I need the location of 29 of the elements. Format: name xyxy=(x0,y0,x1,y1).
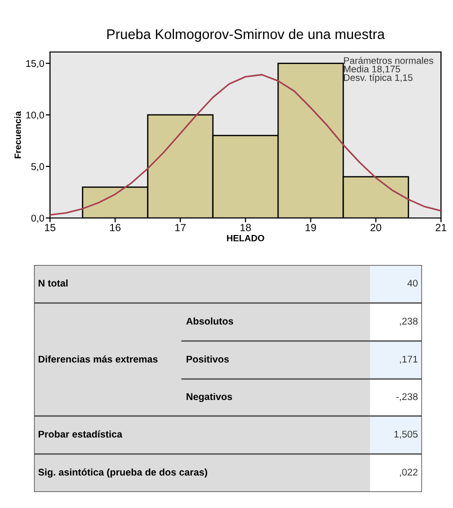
x-tick-label: 18 xyxy=(240,224,251,232)
x-tick-label: 20 xyxy=(370,224,382,232)
text: Absolutos xyxy=(186,317,234,325)
text: Probar estadística xyxy=(38,430,122,438)
y-tick-label: 10,0 xyxy=(26,112,44,120)
y-tick-label: 0,0 xyxy=(31,214,44,223)
text: ,171 xyxy=(400,356,418,364)
x-tick-label: 15 xyxy=(45,224,56,232)
x-axis-title: HELADO xyxy=(227,234,264,242)
text: -,238 xyxy=(396,393,418,402)
text: Diferencias más extremas xyxy=(38,355,158,363)
y-tick-label: 5,0 xyxy=(31,163,44,172)
text: Negativos xyxy=(186,392,232,402)
text: 40 xyxy=(407,280,418,287)
text: N total xyxy=(38,279,68,287)
annotation: Parámetros normales Media 18,175 Desv. típica 1,15 xyxy=(344,56,434,83)
chart-title: Prueba Kolmogorov-Smirnov de una muestra xyxy=(107,28,385,42)
text: Positivos xyxy=(186,355,229,363)
text: 1,505 xyxy=(394,430,418,439)
line-series xyxy=(50,74,441,216)
y-axis-title: Frecuencia xyxy=(14,111,21,158)
text: Sig. asintótica (prueba de dos caras) xyxy=(38,468,208,478)
x-tick-label: 17 xyxy=(175,224,186,232)
y-tick-label: 15,0 xyxy=(26,60,44,68)
text: ,022 xyxy=(400,468,418,477)
x-tick-label: 16 xyxy=(110,224,121,232)
x-tick-label: 19 xyxy=(306,224,316,232)
text: ,238 xyxy=(400,318,418,326)
x-tick-label: 21 xyxy=(436,224,446,232)
